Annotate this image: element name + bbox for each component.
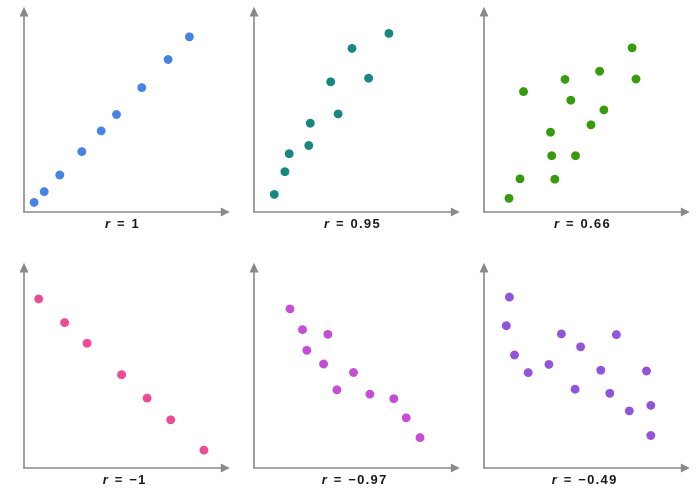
- svg-text:r = 1: r = 1: [105, 216, 140, 231]
- svg-text:r = 0.66: r = 0.66: [554, 216, 611, 231]
- svg-text:r = −0.97: r = −0.97: [322, 472, 388, 487]
- svg-text:r = −0.49: r = −0.49: [552, 472, 618, 487]
- svg-text:r = −1: r = −1: [103, 472, 147, 487]
- svg-text:r = 0.95: r = 0.95: [324, 216, 381, 231]
